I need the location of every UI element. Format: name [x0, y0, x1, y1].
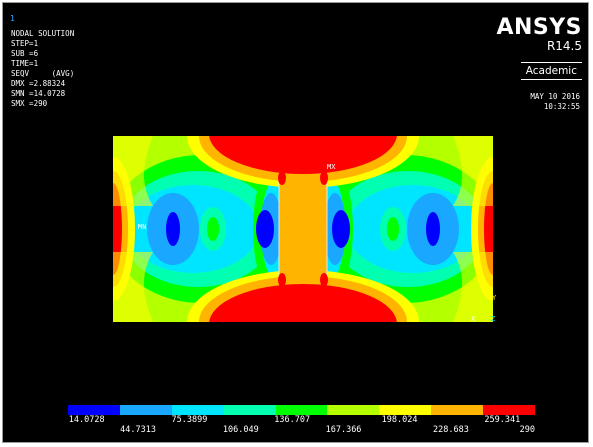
contour-plot — [113, 136, 493, 322]
legend-tick: 75.3899 — [171, 415, 208, 425]
info-line: TIME=1 — [11, 59, 39, 68]
legend-swatch — [68, 405, 120, 415]
legend-swatch — [223, 405, 276, 415]
solution-info: NODAL SOLUTION STEP=1 SUB =6 TIME=1 SEQV… — [11, 29, 74, 109]
legend-swatch — [483, 405, 536, 415]
legend-tick: 106.049 — [222, 425, 259, 435]
bottom-stress-band — [187, 270, 419, 322]
info-line: SUB =6 — [11, 49, 39, 58]
timestamp: MAY 10 2016 10:32:55 — [530, 92, 580, 112]
legend-tick: 259.341 — [484, 415, 521, 425]
legend-swatch — [171, 405, 224, 415]
legend-swatch — [275, 405, 328, 415]
info-line: SMX =290 — [11, 99, 48, 108]
contour-legend-bar — [68, 405, 536, 415]
legend-swatch — [119, 405, 172, 415]
legend-tick: 198.024 — [381, 415, 418, 425]
legend-swatch — [431, 405, 484, 415]
legend-tick: 167.366 — [325, 425, 362, 435]
x-axis-label: X — [471, 315, 476, 323]
info-line: NODAL SOLUTION — [11, 29, 75, 38]
z-axis-label: Z — [491, 315, 496, 323]
legend-swatch — [327, 405, 380, 415]
brand-version: R14.5 — [546, 39, 582, 53]
legend-tick-labels: 14.0728 75.3899 136.707 198.024 259.341 … — [68, 415, 535, 442]
info-line: SMN =14.0728 — [11, 89, 66, 98]
window-number: 1 — [10, 14, 15, 23]
date-text: MAY 10 2016 — [530, 92, 580, 101]
legend-tick: 136.707 — [274, 415, 311, 425]
min-marker: MN — [138, 223, 147, 231]
legend-tick: 44.7313 — [120, 425, 156, 435]
time-text: 10:32:55 — [543, 102, 580, 111]
edition-label: Academic — [520, 62, 582, 80]
y-axis-label: Y — [492, 294, 497, 302]
legend-tick: 228.683 — [433, 425, 469, 435]
top-stress-band — [187, 136, 419, 188]
info-line: SEQV (AVG) — [11, 69, 75, 78]
max-marker: MX — [327, 163, 336, 171]
info-line: STEP=1 — [11, 39, 39, 48]
legend-swatch — [379, 405, 432, 415]
center-block — [278, 171, 328, 287]
info-line: DMX =2.88324 — [11, 79, 66, 88]
brand-name: ANSYS — [496, 15, 582, 40]
ansys-logo: ANSYS R14.5 Academic — [496, 17, 582, 80]
graphics-window: 1 NODAL SOLUTION STEP=1 SUB =6 TIME=1 SE… — [2, 2, 589, 443]
legend-tick: 290 — [519, 425, 535, 435]
legend-tick: 14.0728 — [68, 415, 105, 425]
